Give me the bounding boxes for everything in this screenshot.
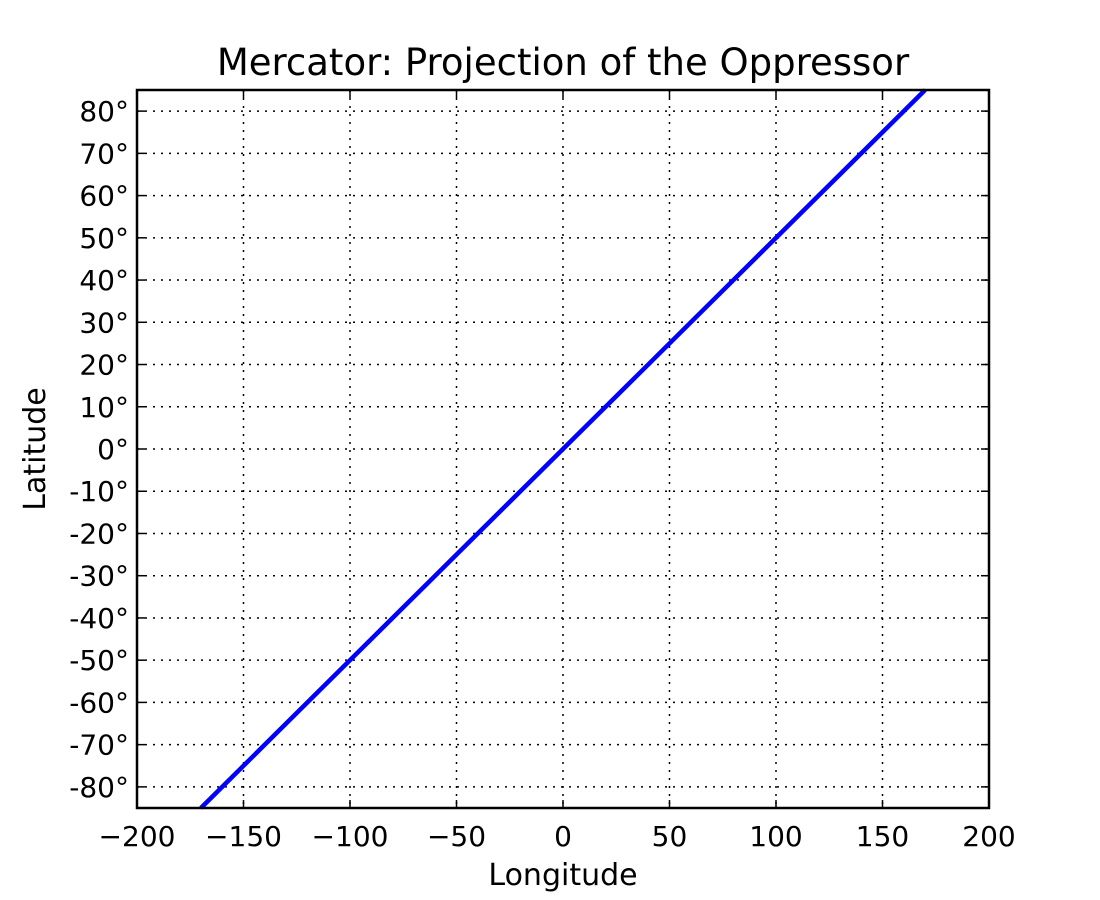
x-tick-label: 150 <box>856 820 909 853</box>
y-tick-label: 60° <box>79 180 129 213</box>
y-tick-label: 40° <box>79 264 129 297</box>
y-tick-label: 80° <box>79 95 129 128</box>
y-tick-label: 0° <box>97 433 129 466</box>
series-line-projection <box>199 88 927 810</box>
y-tick-label: -20° <box>69 517 129 550</box>
y-tick-label: -10° <box>69 475 129 508</box>
y-axis-label: Latitude <box>18 387 53 510</box>
y-tick-label: -70° <box>69 729 129 762</box>
x-tick-label: −150 <box>205 820 282 853</box>
y-tick-label: 10° <box>79 391 129 424</box>
chart-title: Mercator: Projection of the Oppressor <box>217 41 910 84</box>
x-axis-label: Longitude <box>488 858 637 893</box>
y-tick-label: -80° <box>69 771 129 804</box>
y-tick-label: 70° <box>79 137 129 170</box>
y-tick-label: -60° <box>69 686 129 719</box>
x-tick-label: 0 <box>554 820 572 853</box>
x-tick-label: −50 <box>427 820 486 853</box>
x-tick-label: 50 <box>652 820 688 853</box>
y-tick-label: -40° <box>69 602 129 635</box>
y-tick-label: 20° <box>79 349 129 382</box>
y-tick-label: 50° <box>79 222 129 255</box>
x-tick-label: 200 <box>962 820 1015 853</box>
y-tick-label: 30° <box>79 306 129 339</box>
x-tick-label: −100 <box>312 820 389 853</box>
y-tick-label: -50° <box>69 644 129 677</box>
x-tick-label: −200 <box>99 820 176 853</box>
series-layer <box>199 88 927 810</box>
ticks: −200 −150 −100 −50 0 50 100 150 200 80° 70° 60° 50° 4… <box>69 90 1016 853</box>
y-tick-label: -30° <box>69 560 129 593</box>
x-tick-label: 100 <box>749 820 802 853</box>
